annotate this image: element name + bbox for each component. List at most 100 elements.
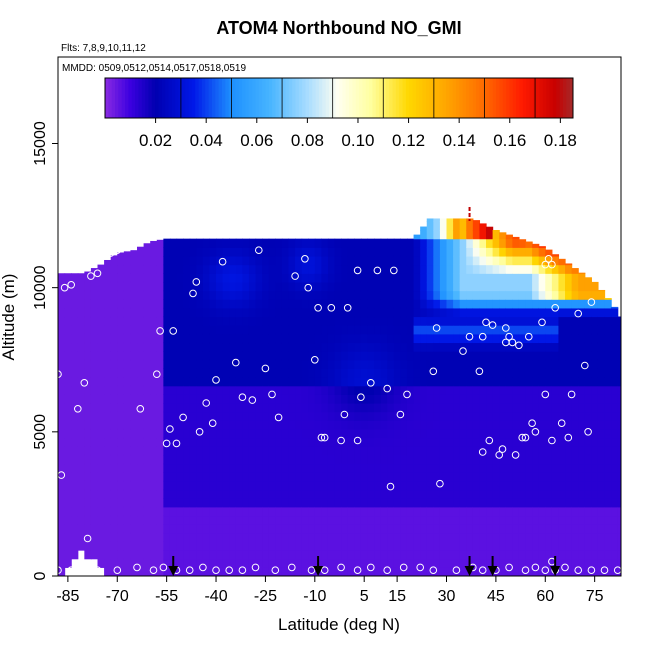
heatmap-cell <box>459 385 467 395</box>
heatmap-cell <box>281 550 290 560</box>
heatmap-cell <box>97 385 105 395</box>
heatmap-cell <box>558 316 566 326</box>
heatmap-cell <box>472 333 481 344</box>
heatmap-cell <box>571 420 579 430</box>
heatmap-cell <box>584 532 592 542</box>
heatmap-cell <box>413 377 421 387</box>
heatmap-cell <box>262 351 270 361</box>
heatmap-cell <box>459 567 467 576</box>
heatmap-cell <box>84 498 92 508</box>
heatmap-cell <box>104 463 112 473</box>
heatmap-cell <box>314 333 322 344</box>
heatmap-cell <box>314 255 322 266</box>
heatmap-cell <box>518 368 527 378</box>
observation-point <box>251 563 260 572</box>
heatmap-cell <box>156 299 164 309</box>
heatmap-cell <box>486 290 494 300</box>
heatmap-cell <box>130 437 138 447</box>
heatmap-cell <box>321 446 329 456</box>
heatmap-cell <box>492 437 500 447</box>
heatmap-cell <box>499 403 507 413</box>
heatmap-cell <box>413 325 421 335</box>
heatmap-cell <box>183 247 191 257</box>
heatmap-cell <box>255 446 263 456</box>
heatmap-cell <box>518 420 527 430</box>
heatmap-cell <box>380 307 388 318</box>
heatmap-cell <box>439 299 448 309</box>
heatmap-cell <box>420 541 428 551</box>
heatmap-cell <box>406 506 415 517</box>
heatmap-cell <box>314 281 322 292</box>
heatmap-cell <box>202 446 211 456</box>
heatmap-cell <box>327 428 336 439</box>
heatmap-cell <box>347 333 355 344</box>
heatmap-cell <box>446 463 454 473</box>
heatmap-cell <box>84 385 92 395</box>
heatmap-cell <box>117 420 125 430</box>
heatmap-cell <box>420 290 428 300</box>
heatmap-cell <box>347 385 355 395</box>
heatmap-cell <box>360 489 369 499</box>
heatmap-cell <box>499 532 507 542</box>
heatmap-cell <box>156 333 164 344</box>
heatmap-cell <box>426 238 434 248</box>
heatmap-cell <box>321 385 329 395</box>
heatmap-cell <box>281 454 290 465</box>
heatmap-cell <box>565 411 573 421</box>
heatmap-cell <box>183 368 191 378</box>
heatmap-cell <box>150 273 158 283</box>
heatmap-cell <box>308 359 316 369</box>
heatmap-cell <box>58 307 66 318</box>
heatmap-cell <box>387 299 395 309</box>
heatmap-cell <box>512 290 520 300</box>
heatmap-cell <box>130 316 138 326</box>
heatmap-cell <box>196 342 204 352</box>
heatmap-cell <box>532 377 540 387</box>
heatmap-cell <box>143 463 151 473</box>
heatmap-cell <box>433 532 441 542</box>
heatmap-cell <box>281 446 290 456</box>
heatmap-cell <box>374 524 382 534</box>
heatmap-cell <box>123 359 132 369</box>
heatmap-cell <box>143 420 151 430</box>
heatmap-cell <box>84 454 92 465</box>
heatmap-cell <box>334 550 342 560</box>
heatmap-cell <box>565 385 573 395</box>
heatmap-cell <box>163 247 171 257</box>
heatmap-cell <box>453 368 461 378</box>
heatmap-cell <box>314 351 322 361</box>
heatmap-cell <box>58 316 66 326</box>
heatmap-cell <box>163 377 171 387</box>
heatmap-cell <box>150 290 158 300</box>
heatmap-cell <box>268 359 276 369</box>
heatmap-cell <box>472 281 481 292</box>
heatmap-cell <box>281 368 290 378</box>
heatmap-cell <box>71 377 79 387</box>
heatmap-cell <box>374 506 382 517</box>
heatmap-cell <box>150 480 158 491</box>
heatmap-cell <box>446 394 454 404</box>
heatmap-cell <box>202 255 211 266</box>
heatmap-cell <box>281 480 290 491</box>
heatmap-cell <box>242 342 250 352</box>
heatmap-cell <box>321 394 329 404</box>
heatmap-cell <box>413 333 421 344</box>
heatmap-cell <box>591 299 599 309</box>
heatmap-cell <box>492 273 500 283</box>
heatmap-cell <box>202 472 211 482</box>
colorbar-segment <box>108 78 113 118</box>
heatmap-cell <box>202 480 211 491</box>
heatmap-cell <box>466 351 474 361</box>
heatmap-cell <box>545 506 553 517</box>
heatmap-cell <box>255 316 263 326</box>
heatmap-cell <box>374 403 382 413</box>
heatmap-cell <box>275 333 283 344</box>
colorbar-segment <box>232 78 236 118</box>
heatmap-cell <box>222 290 230 300</box>
heatmap-cell <box>420 428 428 439</box>
heatmap-cell <box>406 472 415 482</box>
heatmap-cell <box>347 359 355 369</box>
observation-point <box>508 338 517 347</box>
heatmap-cell <box>472 472 481 482</box>
heatmap-cell <box>248 515 257 525</box>
